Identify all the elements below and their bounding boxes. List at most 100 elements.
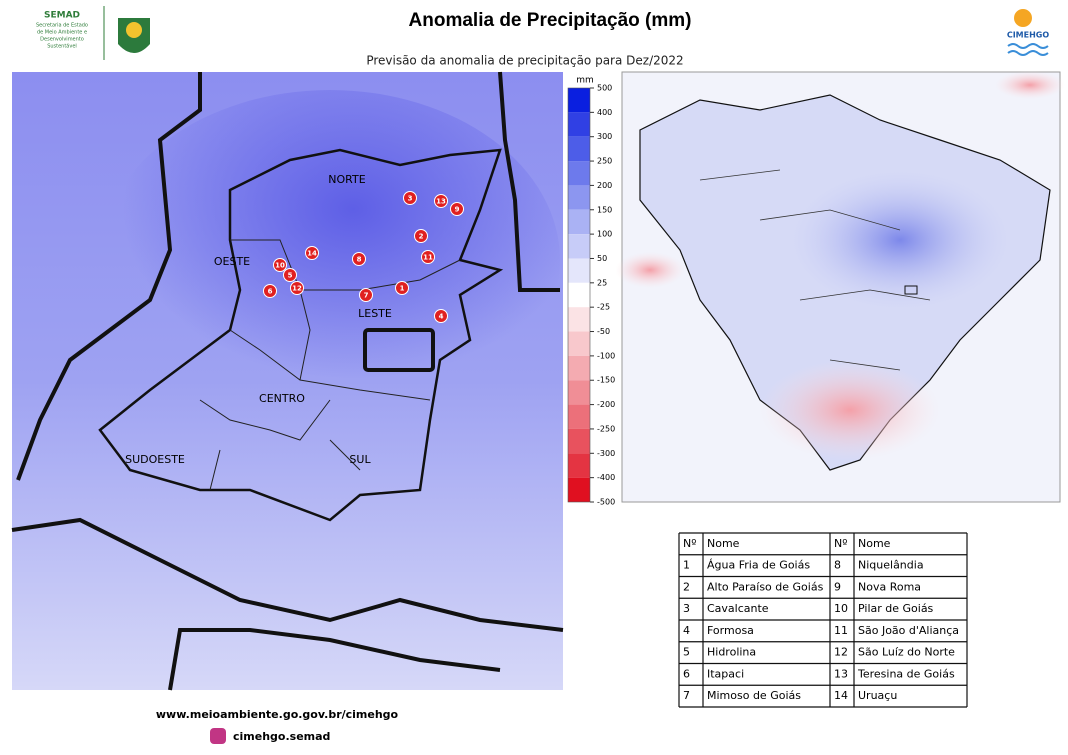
- crest-sun: [126, 22, 142, 38]
- colorbar-segment: [568, 453, 590, 478]
- blue-anomaly: [790, 170, 1010, 310]
- logo-sun: [1014, 9, 1032, 27]
- logo-text: Sustentável: [47, 43, 77, 50]
- city-marker-label: 6: [268, 288, 273, 296]
- city-marker: [305, 246, 319, 260]
- table-cell: 5: [683, 646, 690, 659]
- region-label: CENTRO: [259, 392, 305, 405]
- city-marker: [273, 258, 287, 272]
- colorbar-tick-label: 150: [597, 205, 612, 214]
- colorbar-segment: [568, 477, 590, 502]
- table-cell: 10: [834, 602, 848, 615]
- region-label: LESTE: [358, 307, 392, 320]
- colorbar-segment: [568, 282, 590, 308]
- colorbar-segment: [568, 209, 590, 235]
- colorbar-segment: [568, 185, 590, 210]
- colorbar-tick-label: 300: [597, 132, 612, 141]
- colorbar-unit: mm: [576, 76, 594, 86]
- colorbar-tick-label: -25: [597, 303, 610, 312]
- colorbar: mm 500 400 300 250 200 150 100 50 25 -25 -50 -100 -1…: [567, 76, 615, 507]
- table-cell: São Luíz do Norte: [858, 646, 955, 659]
- colorbar-segment: [568, 404, 590, 429]
- city-marker: [352, 252, 366, 266]
- goias-border: [98, 148, 504, 522]
- legend-table: Nº Nome Nº Nome 1 Água Fria de Goiás 8 Niquelân…: [678, 532, 968, 708]
- anomaly-core: [100, 90, 560, 430]
- colorbar-segment: [568, 161, 590, 186]
- goias-map: [11, 71, 564, 691]
- city-marker-label: 4: [439, 313, 444, 321]
- colorbar-segment: [568, 258, 590, 283]
- colorbar-tick-label: 25: [597, 278, 607, 287]
- region-borders: [199, 239, 461, 491]
- logo-name: SEMAD: [44, 11, 80, 21]
- title: Anomalia de Precipitação (mm): [409, 10, 692, 31]
- colorbar-tick-label: -100: [597, 351, 615, 360]
- city-marker: [434, 309, 448, 323]
- city-marker-label: 12: [292, 285, 302, 293]
- city-marker: [450, 202, 464, 216]
- city-marker: [359, 288, 373, 302]
- table-header: Nome: [858, 537, 891, 550]
- colorbar-tick-label: 400: [597, 108, 612, 117]
- subtitle: Previsão da anomalia de precipitação par…: [366, 54, 683, 68]
- red-anomaly: [760, 360, 940, 460]
- colorbar-segment: [568, 428, 590, 454]
- red-anomaly: [995, 71, 1065, 99]
- table-cell: 8: [834, 559, 841, 572]
- city-marker-label: 14: [307, 250, 317, 258]
- state-borders: [11, 71, 564, 691]
- colorbar-segment: [568, 136, 590, 162]
- red-anomaly: [615, 252, 685, 288]
- city-marker: [263, 284, 277, 298]
- colorbar-segment: [568, 112, 590, 137]
- city-marker: [395, 281, 409, 295]
- table-header: Nº: [683, 537, 696, 550]
- city-marker-label: 5: [288, 272, 293, 280]
- region-label: NORTE: [328, 173, 365, 186]
- table-cell: Niquelândia: [858, 559, 924, 572]
- colorbar-tick-label: -200: [597, 400, 615, 409]
- logo-text: Desenvolvimento: [40, 37, 84, 43]
- table-cell: 3: [683, 602, 690, 615]
- table-cell: 14: [834, 689, 848, 702]
- city-marker: [434, 194, 448, 208]
- brazil-map: [615, 71, 1065, 503]
- city-marker-label: 9: [455, 206, 460, 214]
- table-cell: Água Fria de Goiás: [707, 559, 810, 572]
- table-cell: Formosa: [707, 624, 754, 637]
- colorbar-tick-label: 200: [597, 181, 612, 190]
- city-marker: [414, 229, 428, 243]
- federal-district: [363, 328, 435, 372]
- table-cell: 11: [834, 624, 848, 637]
- logo-right: CIMEHGO: [1007, 9, 1050, 56]
- colorbar-frame: [567, 87, 591, 503]
- colorbar-tick-label: 500: [597, 84, 612, 93]
- table-cell: Uruaçu: [858, 689, 897, 702]
- city-marker-label: 3: [408, 195, 413, 203]
- table-cell: Alto Paraíso de Goiás: [707, 580, 824, 593]
- region-label: SUL: [349, 453, 371, 466]
- table-cell: Teresina de Goiás: [857, 667, 955, 680]
- colorbar-tick-label: -150: [597, 376, 615, 385]
- table-cell: 2: [683, 580, 690, 593]
- city-marker: [290, 281, 304, 295]
- table-cell: 4: [683, 624, 690, 637]
- table-cell: 9: [834, 580, 841, 593]
- city-marker: [421, 250, 435, 264]
- colorbar-tick-label: 250: [597, 157, 612, 166]
- city-marker-label: 1: [400, 285, 405, 293]
- city-marker-label: 10: [275, 262, 285, 270]
- logo-name: CIMEHGO: [1007, 31, 1050, 40]
- table-cell: 13: [834, 667, 848, 680]
- colorbar-tick-label: -250: [597, 424, 615, 433]
- table-cell: 12: [834, 646, 848, 659]
- city-marker-label: 11: [423, 254, 433, 262]
- colorbar-tick-label: -50: [597, 327, 610, 336]
- table-cell: Hidrolina: [707, 646, 756, 659]
- region-label: OESTE: [214, 255, 250, 268]
- colorbar-segment: [568, 88, 590, 113]
- city-marker-label: 8: [357, 256, 362, 264]
